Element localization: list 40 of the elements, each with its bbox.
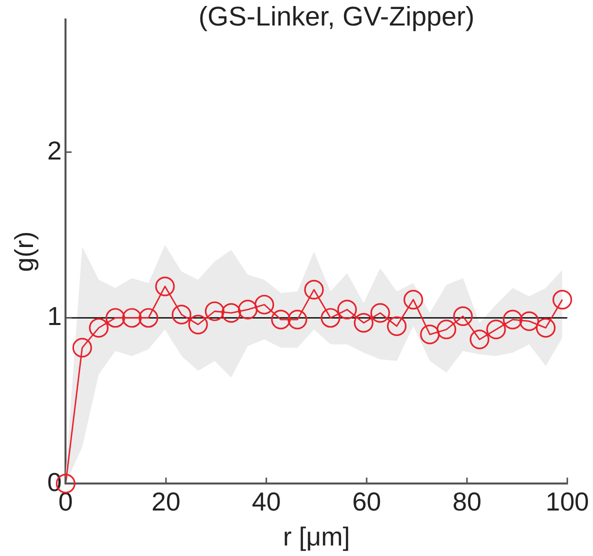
point [304, 280, 324, 300]
point [386, 316, 407, 336]
point [271, 310, 291, 330]
point [519, 311, 539, 331]
x-tick-label: 40 [252, 486, 281, 516]
y-tick-label: 2 [47, 135, 62, 166]
point [370, 303, 390, 323]
y-tick-label: 1 [47, 301, 62, 332]
point [486, 320, 506, 340]
point [238, 300, 258, 320]
point [122, 308, 142, 328]
point [72, 338, 92, 358]
point [320, 308, 340, 328]
point [354, 313, 374, 333]
point [436, 320, 456, 340]
point [404, 290, 424, 310]
point [420, 324, 440, 344]
point [536, 318, 556, 338]
y-axis-title: g(r) [8, 231, 39, 272]
x-tick-label: 100 [546, 486, 590, 516]
point [221, 303, 242, 323]
point [138, 308, 158, 328]
point [172, 304, 192, 324]
x-tick-label: 20 [152, 486, 180, 516]
point [188, 314, 208, 334]
point [254, 294, 274, 314]
point [106, 308, 126, 328]
point [502, 310, 522, 330]
point [88, 318, 109, 338]
x-tick-label: 60 [352, 486, 382, 516]
x-tick-label: 80 [452, 486, 482, 516]
point [453, 306, 473, 326]
point [155, 276, 175, 296]
chart-title: (GS-Linker, GV-Zipper) [198, 1, 475, 32]
point [288, 310, 308, 330]
point [204, 301, 224, 322]
point [552, 290, 572, 310]
point [337, 300, 357, 320]
x-axis-title: r [μm] [283, 522, 350, 552]
point [470, 330, 490, 350]
